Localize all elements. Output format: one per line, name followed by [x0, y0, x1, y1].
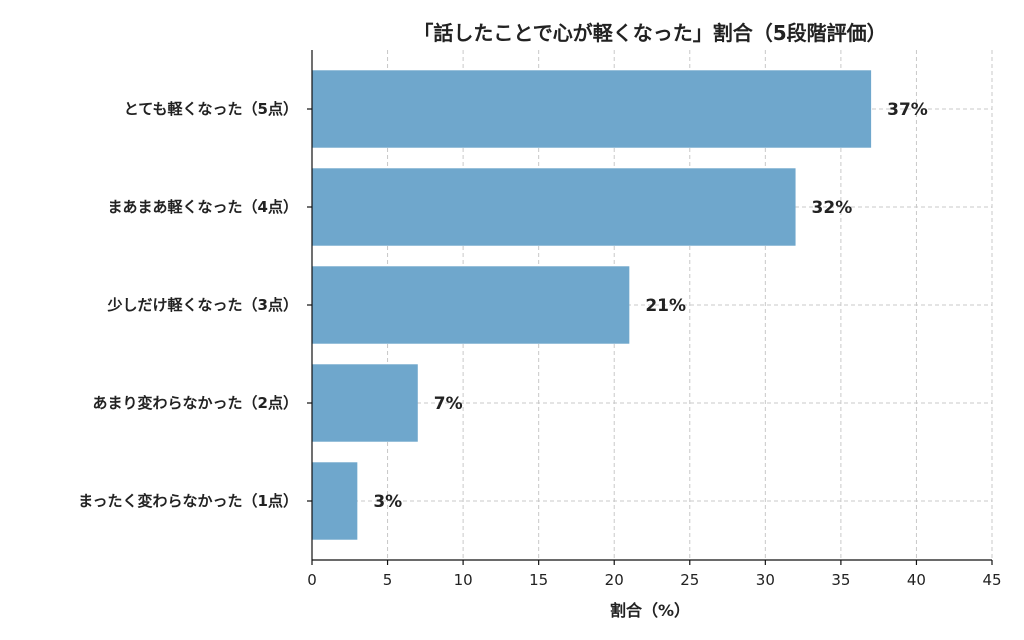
axis-layer: 0 5 10 15 20 25 30 35 40 45 とても軽くなった（5点） 37% まあまあ軽くな… — [78, 50, 1002, 589]
chart-title: 「話したことで心が軽くなった」割合（5段階評価） — [413, 21, 886, 45]
category-label: 少しだけ軽くなった（3点） — [107, 296, 298, 314]
data-label: 7% — [434, 394, 463, 414]
x-tick-label: 0 — [307, 571, 317, 589]
x-tick-label: 20 — [605, 571, 624, 589]
bar — [312, 364, 418, 442]
x-tick-label: 45 — [982, 571, 1001, 589]
data-label: 37% — [887, 100, 928, 120]
x-tick-label: 35 — [831, 571, 850, 589]
data-label: 32% — [812, 198, 853, 218]
category-label: まったく変わらなかった（1点） — [78, 492, 298, 510]
x-tick-label: 10 — [454, 571, 473, 589]
category-label: とても軽くなった（5点） — [124, 100, 298, 118]
x-tick-label: 30 — [756, 571, 775, 589]
x-tick-label: 5 — [383, 571, 393, 589]
bar-layer — [312, 70, 872, 540]
bar — [312, 168, 796, 246]
bar — [312, 266, 630, 344]
x-tick-label: 40 — [907, 571, 926, 589]
x-tick-label: 25 — [680, 571, 699, 589]
bar — [312, 70, 872, 148]
bar — [312, 462, 358, 540]
x-axis-label: 割合（%） — [610, 601, 690, 620]
x-tick-label: 15 — [529, 571, 548, 589]
data-label: 3% — [373, 492, 402, 512]
category-label: まあまあ軽くなった（4点） — [108, 198, 298, 216]
data-label: 21% — [645, 296, 686, 316]
category-label: あまり変わらなかった（2点） — [93, 394, 298, 412]
